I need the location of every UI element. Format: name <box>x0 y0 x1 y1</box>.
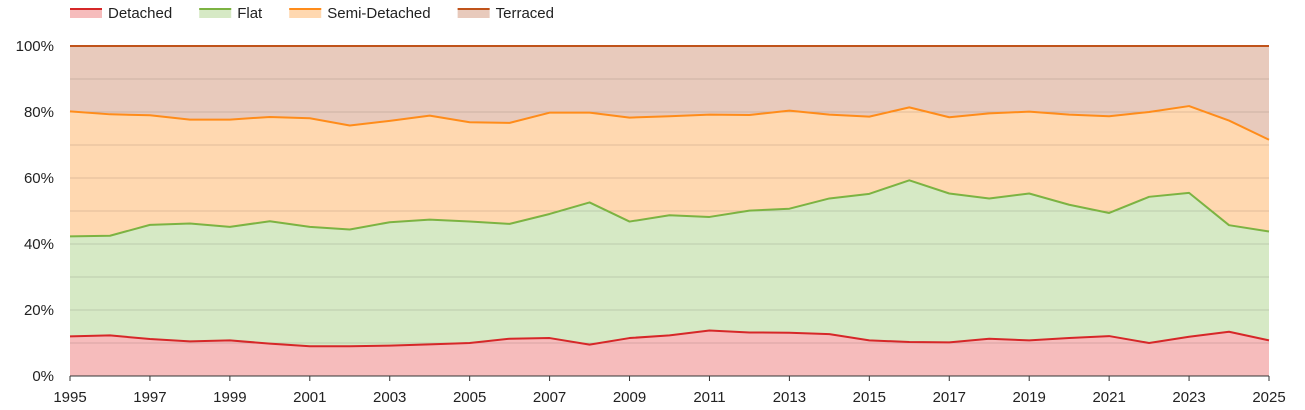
legend-item-semi-detached[interactable]: Semi-Detached <box>289 5 431 22</box>
legend-swatch <box>289 8 322 18</box>
legend-label: Terraced <box>496 5 554 22</box>
x-axis-tick-labels: 1995 1997 1999 2001 2003 2005 2007 2009 2011 2013… <box>53 376 1286 406</box>
x-tick-label: 2003 <box>373 389 406 406</box>
x-tick-label: 2001 <box>293 389 326 406</box>
chart-legend: Detached Flat Semi-Detached Terraced <box>70 5 554 22</box>
x-tick-label: 1997 <box>133 389 166 406</box>
x-tick-label: 2015 <box>853 389 886 406</box>
legend-item-detached[interactable]: Detached <box>70 5 172 22</box>
x-tick-label: 2013 <box>773 389 806 406</box>
x-tick-label: 2005 <box>453 389 486 406</box>
area-terraced <box>70 46 1269 140</box>
chart-areas <box>70 46 1269 376</box>
legend-swatch <box>70 8 102 18</box>
chart-series-lines <box>69 45 1270 348</box>
y-axis-tick-labels: 0% 20% 40% 60% 80% 100% <box>16 38 54 385</box>
y-tick-label: 80% <box>24 104 54 121</box>
area-semi-detached <box>70 106 1269 237</box>
y-tick-label: 0% <box>32 368 54 385</box>
x-tick-label: 2007 <box>533 389 566 406</box>
chart-gridlines <box>70 78 1269 344</box>
x-tick-label: 2019 <box>1013 389 1046 406</box>
line-detached <box>69 329 1270 348</box>
line-flat <box>69 179 1270 238</box>
legend-swatch <box>199 8 232 18</box>
legend-label: Semi-Detached <box>327 5 430 22</box>
y-tick-label: 40% <box>24 236 54 253</box>
line-semi-detached <box>69 105 1270 141</box>
x-tick-label: 2009 <box>613 389 646 406</box>
y-tick-label: 100% <box>16 38 54 55</box>
legend-label: Flat <box>237 5 263 22</box>
y-tick-label: 20% <box>24 302 54 319</box>
x-tick-label: 1995 <box>53 389 86 406</box>
area-detached <box>70 330 1269 376</box>
x-tick-label: 2017 <box>933 389 966 406</box>
x-tick-label: 2011 <box>693 389 725 406</box>
legend-label: Detached <box>108 5 172 22</box>
x-tick-label: 2021 <box>1092 389 1125 406</box>
x-tick-label: 2025 <box>1252 389 1285 406</box>
legend-item-flat[interactable]: Flat <box>199 5 263 22</box>
x-tick-label: 2023 <box>1172 389 1205 406</box>
x-tick-label: 1999 <box>213 389 246 406</box>
legend-item-terraced[interactable]: Terraced <box>457 5 554 22</box>
area-flat <box>70 180 1269 347</box>
legend-swatch <box>457 8 490 18</box>
y-tick-label: 60% <box>24 170 54 187</box>
